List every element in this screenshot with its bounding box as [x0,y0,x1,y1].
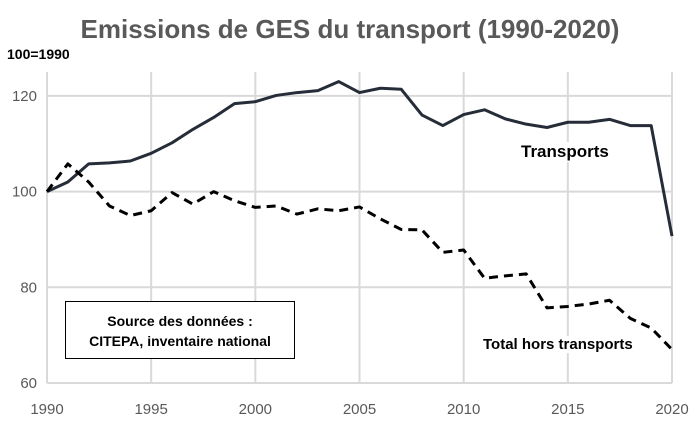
series-line-total-hors-transports [45,162,674,351]
x-tick-label: 2010 [447,401,480,418]
x-tick-label: 2020 [655,401,688,418]
x-tick-label: 2015 [551,401,584,418]
legend-transports: Transports [518,142,612,162]
y-axis-label: 100=1990 [7,46,70,62]
x-tick-label: 1995 [134,401,167,418]
y-tick-label: 60 [20,375,37,392]
x-tick-label: 1990 [30,401,63,418]
source-line-1: Source des données : [107,313,253,329]
y-tick-label: 120 [12,88,37,105]
y-tick-label: 80 [20,279,37,296]
source-line-2: CITEPA, inventaire national [89,333,271,349]
series-line-transports [46,80,674,237]
source-box: Source des données : CITEPA, inventaire … [65,301,295,359]
legend-total-hors-transports: Total hors transports [480,336,636,353]
x-tick-label: 2005 [343,401,376,418]
x-tick-label: 2000 [239,401,272,418]
y-tick-label: 100 [12,184,37,201]
chart-title: Emissions de GES du transport (1990-2020… [80,14,620,44]
